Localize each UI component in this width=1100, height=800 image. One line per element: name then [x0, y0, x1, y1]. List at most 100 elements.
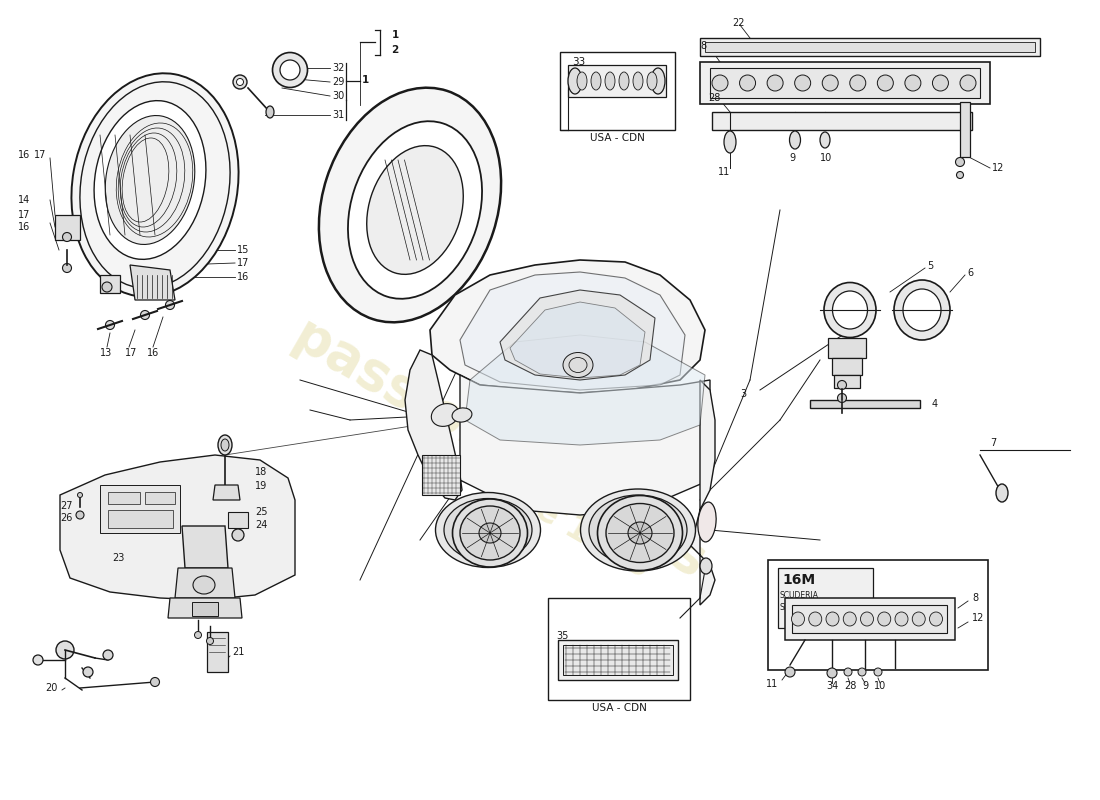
Ellipse shape	[192, 576, 215, 594]
Text: 3: 3	[740, 389, 746, 399]
Text: 12: 12	[992, 163, 1004, 173]
Polygon shape	[130, 265, 175, 300]
Ellipse shape	[874, 668, 882, 676]
Bar	[960, 102, 970, 157]
Ellipse shape	[651, 68, 666, 94]
Text: USA - CDN: USA - CDN	[590, 133, 645, 143]
Ellipse shape	[794, 75, 811, 91]
Text: 28: 28	[708, 93, 720, 103]
Ellipse shape	[700, 558, 712, 574]
Ellipse shape	[319, 88, 502, 322]
Ellipse shape	[72, 74, 239, 297]
Bar	[705, 42, 1035, 52]
Text: 10: 10	[820, 153, 833, 163]
Bar	[778, 568, 873, 628]
Text: 18: 18	[255, 467, 267, 477]
Bar	[558, 640, 678, 680]
Ellipse shape	[165, 301, 175, 310]
Ellipse shape	[591, 72, 601, 90]
Bar	[700, 38, 1040, 56]
Ellipse shape	[581, 489, 695, 571]
Ellipse shape	[588, 495, 688, 565]
Text: 26: 26	[60, 513, 73, 523]
Polygon shape	[500, 290, 654, 380]
Polygon shape	[175, 568, 235, 598]
Polygon shape	[228, 512, 248, 528]
Ellipse shape	[767, 75, 783, 91]
Text: 22: 22	[732, 18, 745, 28]
Ellipse shape	[619, 72, 629, 90]
Ellipse shape	[837, 381, 847, 390]
Bar	[145, 492, 175, 504]
Text: 33: 33	[572, 57, 585, 67]
Ellipse shape	[605, 72, 615, 90]
Polygon shape	[192, 602, 218, 616]
Ellipse shape	[912, 612, 925, 626]
Polygon shape	[430, 260, 705, 393]
Text: 11: 11	[766, 679, 778, 689]
Bar	[568, 65, 666, 97]
Ellipse shape	[195, 631, 201, 638]
Ellipse shape	[77, 493, 82, 498]
Ellipse shape	[478, 523, 500, 543]
Text: 16: 16	[147, 348, 160, 358]
Text: since 1985: since 1985	[464, 455, 656, 585]
Polygon shape	[405, 350, 462, 500]
Ellipse shape	[858, 668, 866, 676]
Polygon shape	[60, 455, 295, 600]
Ellipse shape	[102, 282, 112, 292]
Polygon shape	[834, 375, 860, 388]
Ellipse shape	[578, 72, 587, 90]
Bar	[563, 645, 673, 675]
Ellipse shape	[824, 282, 876, 338]
Ellipse shape	[563, 353, 593, 378]
Polygon shape	[213, 485, 240, 500]
Ellipse shape	[568, 68, 582, 94]
Text: 17: 17	[18, 210, 31, 220]
Ellipse shape	[221, 439, 229, 451]
Text: passionforparts: passionforparts	[284, 310, 716, 590]
Text: 8: 8	[972, 593, 978, 603]
Polygon shape	[828, 338, 866, 358]
Ellipse shape	[95, 101, 206, 259]
Ellipse shape	[56, 641, 74, 659]
Ellipse shape	[844, 612, 856, 626]
Ellipse shape	[808, 612, 822, 626]
Polygon shape	[207, 632, 228, 672]
Polygon shape	[168, 598, 242, 618]
Text: 16M: 16M	[782, 573, 815, 587]
Ellipse shape	[628, 522, 652, 544]
Ellipse shape	[933, 75, 948, 91]
Ellipse shape	[266, 106, 274, 118]
Ellipse shape	[431, 404, 459, 426]
Ellipse shape	[151, 678, 160, 686]
Ellipse shape	[273, 53, 308, 87]
Text: 15: 15	[236, 245, 250, 255]
Ellipse shape	[106, 115, 195, 245]
Ellipse shape	[827, 668, 837, 678]
Text: 10: 10	[873, 681, 887, 691]
Text: 2: 2	[392, 45, 398, 55]
Text: 17: 17	[34, 150, 46, 160]
Text: SCUDERIA: SCUDERIA	[780, 590, 820, 599]
Ellipse shape	[280, 60, 300, 80]
Ellipse shape	[106, 321, 114, 330]
Ellipse shape	[597, 495, 682, 570]
Text: 17: 17	[125, 348, 138, 358]
Text: 29: 29	[332, 77, 344, 87]
Ellipse shape	[785, 667, 795, 677]
Text: 27: 27	[60, 501, 73, 511]
Ellipse shape	[878, 75, 893, 91]
Text: 31: 31	[332, 110, 344, 120]
Polygon shape	[460, 272, 685, 390]
Ellipse shape	[103, 650, 113, 660]
Ellipse shape	[606, 503, 674, 562]
Text: 12: 12	[972, 613, 984, 623]
Polygon shape	[460, 375, 710, 515]
Ellipse shape	[452, 408, 472, 422]
Text: 16: 16	[236, 272, 250, 282]
Text: 9: 9	[862, 681, 868, 691]
Bar	[108, 492, 140, 504]
Polygon shape	[55, 215, 80, 240]
Bar	[785, 598, 955, 640]
